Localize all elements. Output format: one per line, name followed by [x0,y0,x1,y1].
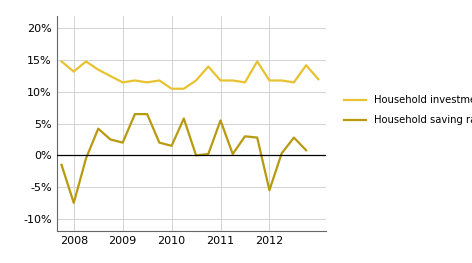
Household investment rate [242,81,248,84]
Household saving rate [95,127,101,130]
Household saving rate [218,119,223,122]
Household investment rate [144,81,150,84]
Household saving rate [169,144,175,147]
Household saving rate [279,152,285,155]
Household saving rate [157,141,162,144]
Household investment rate [254,60,260,63]
Household saving rate [181,117,186,120]
Household investment rate [71,70,76,73]
Legend: Household investment rate, Household saving rate: Household investment rate, Household sav… [340,92,472,129]
Household saving rate [132,113,138,116]
Household investment rate [120,81,126,84]
Line: Household saving rate: Household saving rate [61,114,306,203]
Line: Household investment rate: Household investment rate [61,62,318,89]
Household saving rate [120,141,126,144]
Household saving rate [108,138,113,141]
Household saving rate [144,113,150,116]
Household investment rate [205,65,211,68]
Household investment rate [315,78,321,81]
Household investment rate [230,79,236,82]
Household saving rate [267,189,272,192]
Household investment rate [83,60,89,63]
Household investment rate [303,64,309,67]
Household investment rate [279,79,285,82]
Household investment rate [59,60,64,63]
Household saving rate [242,135,248,138]
Household investment rate [181,87,186,90]
Household investment rate [132,79,138,82]
Household investment rate [95,68,101,71]
Household saving rate [83,157,89,160]
Household saving rate [230,153,236,156]
Household investment rate [218,79,223,82]
Household saving rate [303,149,309,152]
Household saving rate [254,136,260,139]
Household investment rate [291,81,297,84]
Household saving rate [291,136,297,139]
Household investment rate [108,74,113,78]
Household investment rate [193,79,199,82]
Household investment rate [267,79,272,82]
Household saving rate [205,153,211,156]
Household saving rate [59,163,64,166]
Household saving rate [193,154,199,157]
Household investment rate [169,87,175,90]
Household saving rate [71,201,76,204]
Household investment rate [157,79,162,82]
